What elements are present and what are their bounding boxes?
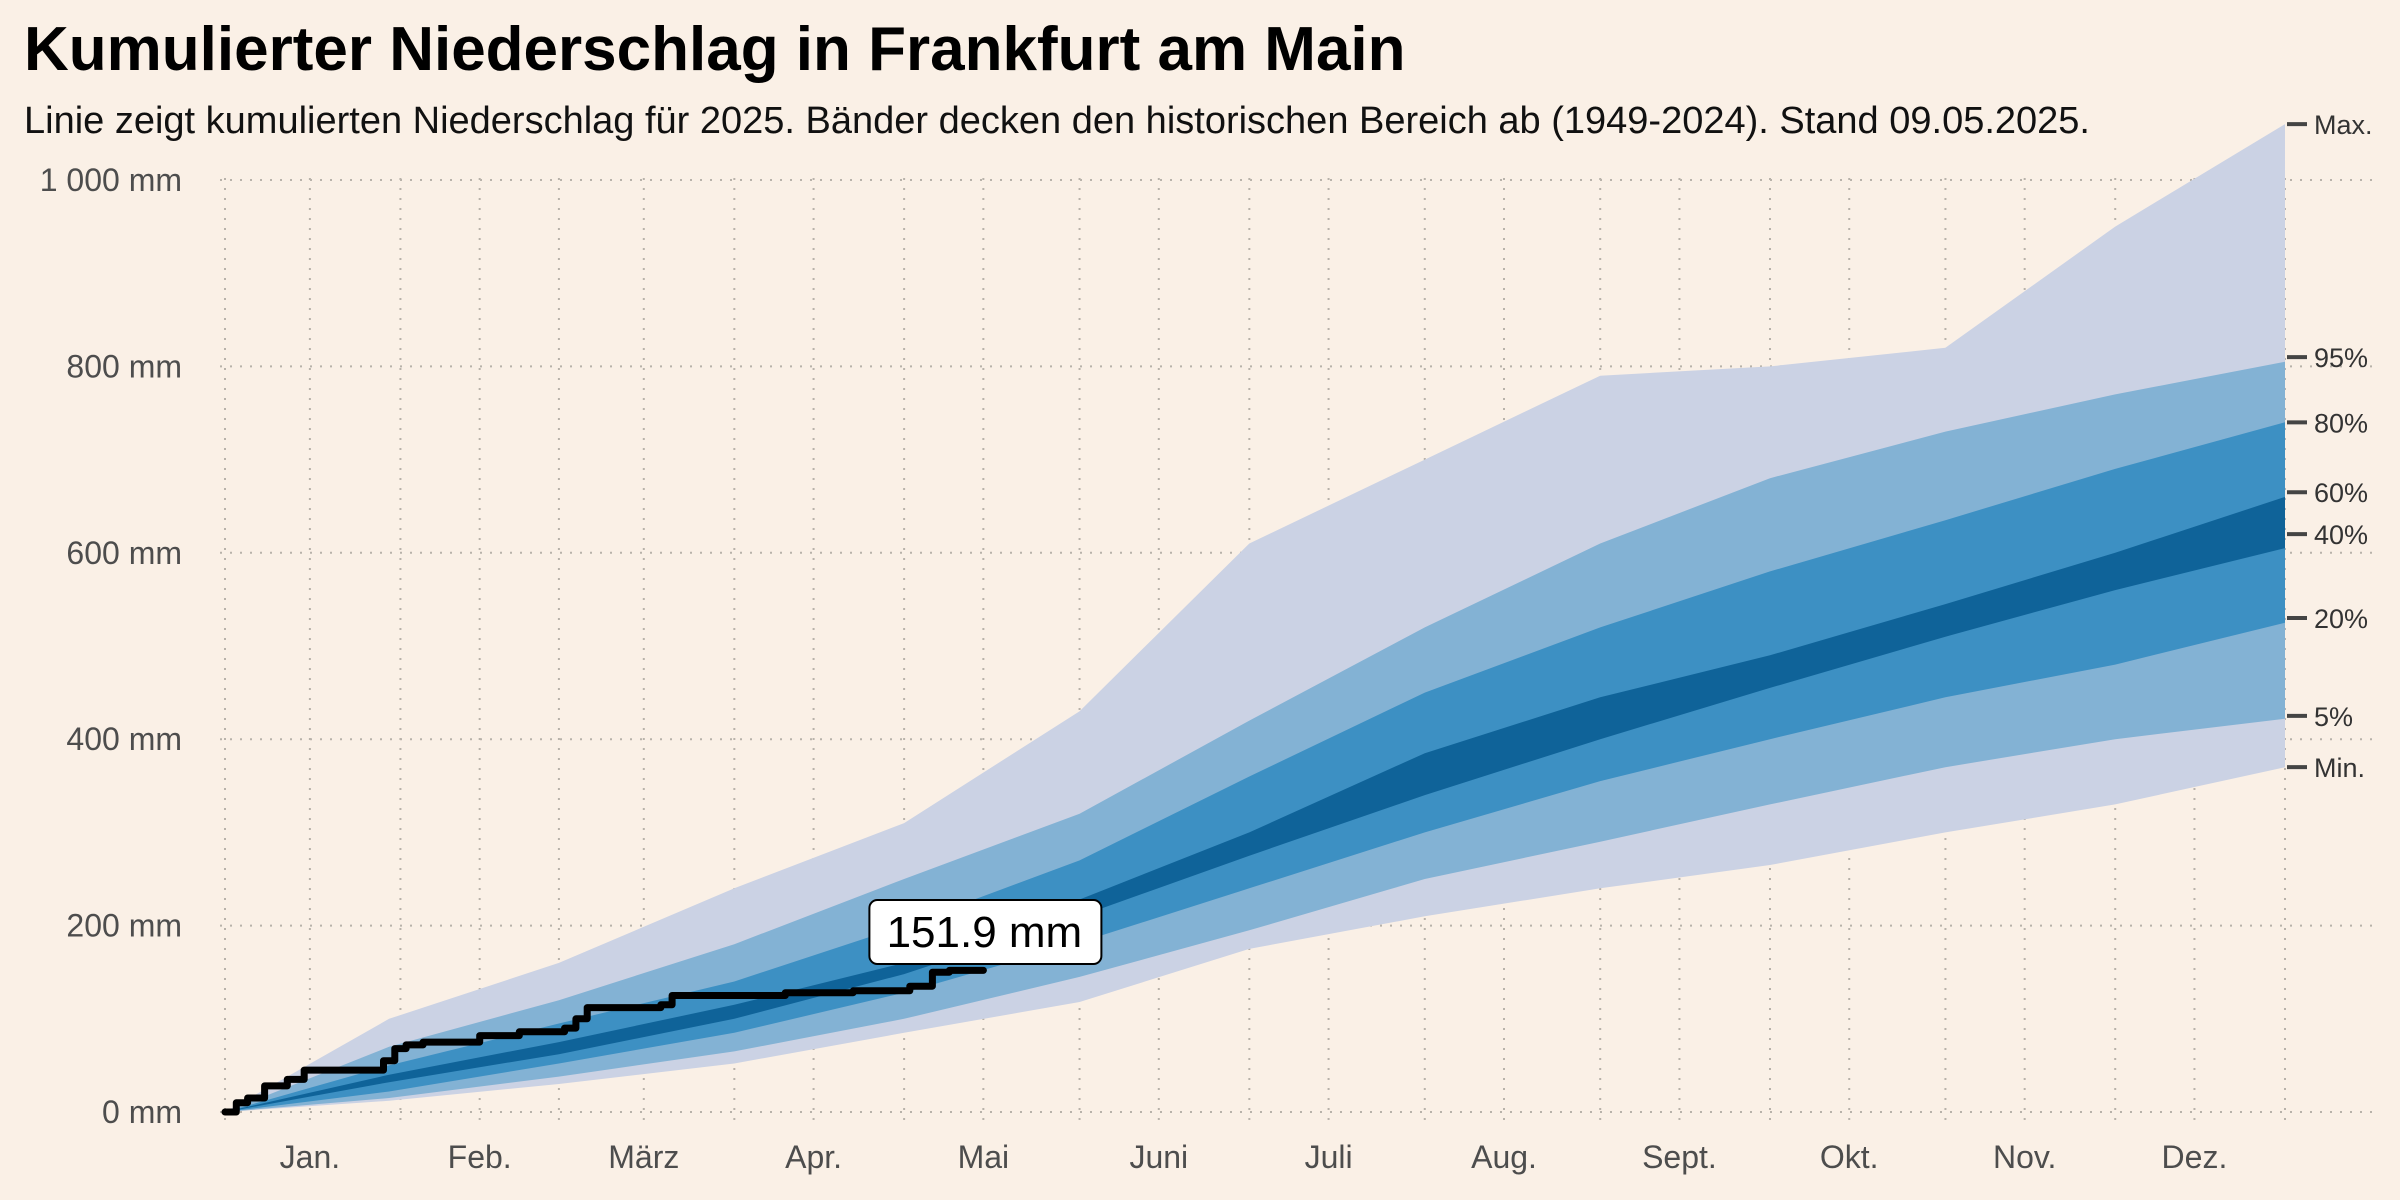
y-tick-label-1: 200 mm [66, 908, 182, 944]
annotation-box-0 [868, 899, 1103, 965]
x-tick-label-5: Juni [1129, 1139, 1188, 1175]
annotation: 151.9 mm [868, 899, 1103, 965]
x-tick-label-8: Sept. [1642, 1139, 1717, 1175]
y-axis: 0 mm 200 mm 400 mm 600 mm 800 mm 1 000 mm [40, 162, 182, 1130]
band-label-1: 95% [2314, 343, 2368, 373]
y-tick-label-2: 400 mm [66, 721, 182, 757]
x-axis: Jan. Feb. März Apr. Mai Juni Juli Aug. Sept. Okt.… [280, 1139, 2228, 1175]
band-label-6: 5% [2314, 702, 2353, 732]
x-tick-label-11: Dez. [2162, 1139, 2228, 1175]
series-2025 [221, 966, 987, 1116]
band-label-3: 60% [2314, 478, 2368, 508]
x-tick-label-4: Mai [958, 1139, 1010, 1175]
x-tick-label-7: Aug. [1471, 1139, 1537, 1175]
chart-title: Kumulierter Niederschlag in Frankfurt am… [24, 15, 1406, 84]
series-line-2025 [221, 966, 987, 1116]
chart-subtitle: Linie zeigt kumulierten Niederschlag für… [24, 100, 2090, 142]
y-tick-label-5: 1 000 mm [40, 162, 182, 198]
y-tick-label-4: 800 mm [66, 348, 182, 384]
x-tick-label-3: Apr. [785, 1139, 842, 1175]
band-label-4: 40% [2314, 520, 2368, 550]
x-tick-label-0: Jan. [280, 1139, 340, 1175]
y-tick-label-3: 600 mm [66, 535, 182, 571]
band-5-95 [225, 361, 2285, 1112]
x-tick-label-2: März [608, 1139, 679, 1175]
x-tick-label-1: Feb. [448, 1139, 512, 1175]
x-tick-label-10: Nov. [1993, 1139, 2056, 1175]
y-tick-label-0: 0 mm [102, 1094, 182, 1130]
band-label-2: 80% [2314, 408, 2368, 438]
band-label-5: 20% [2314, 604, 2368, 634]
band-labels: Max. 95% 80% 60% 40% 20% 5% Min. [2287, 110, 2373, 783]
band-min-max [225, 124, 2285, 1113]
band-20-80 [225, 422, 2285, 1112]
annotation-label-0: 151.9 mm [887, 908, 1083, 957]
band-label-7: Min. [2314, 753, 2365, 783]
historical-bands [225, 124, 2285, 1113]
x-tick-label-6: Juli [1305, 1139, 1353, 1175]
x-tick-label-9: Okt. [1820, 1139, 1879, 1175]
band-label-0: Max. [2314, 110, 2373, 140]
